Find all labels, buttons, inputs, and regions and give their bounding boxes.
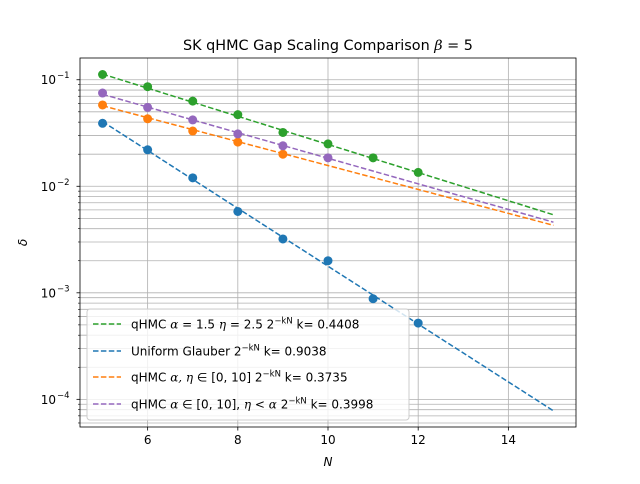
chart-title-main: SK qHMC Gap Scaling Comparison — [183, 38, 434, 54]
data-point-s3-2 — [188, 115, 198, 125]
data-point-s0-6 — [368, 153, 378, 163]
y-tick-label-1: 10 — [41, 286, 56, 300]
x-tick-label-0: 6 — [144, 433, 152, 447]
x-tick-label-1: 8 — [234, 433, 242, 447]
data-point-s3-5 — [323, 153, 333, 163]
chart-title-value: = 5 — [443, 38, 473, 54]
y-tick-label-3: 10 — [41, 73, 56, 87]
x-axis-ticks: 6 8 10 12 14 — [144, 427, 516, 447]
data-point-s3-4 — [278, 141, 288, 151]
x-tick-label-4: 14 — [501, 433, 516, 447]
legend-label-3: qHMC α ∈ [0, 10], η < α 2−kN k= 0.3998 — [131, 397, 373, 412]
data-point-s3-3 — [233, 129, 243, 139]
legend-label-1: Uniform Glauber 2−kN k= 0.9038 — [131, 344, 327, 359]
data-point-s0-1 — [143, 82, 153, 92]
y-axis-ticks: 10−410−310−210−1 — [41, 71, 80, 424]
y-tick-exponent-0: −4 — [57, 391, 70, 401]
data-point-s0-7 — [413, 167, 423, 177]
legend-label-2: qHMC α, η ∈ [0, 10] 2−kN k= 0.3735 — [131, 370, 348, 385]
legend-label-0: qHMC α = 1.5 η = 2.5 2−kN k= 0.4408 — [131, 317, 359, 332]
data-point-s2-3 — [233, 137, 243, 147]
data-point-s1-5 — [323, 256, 333, 266]
x-axis-label: N — [324, 455, 333, 469]
x-tick-label-2: 10 — [320, 433, 335, 447]
y-tick-exponent-1: −3 — [57, 284, 70, 294]
x-tick-label-3: 12 — [411, 433, 426, 447]
y-tick-exponent-2: −2 — [57, 178, 70, 188]
chart-title-beta: β — [433, 38, 442, 54]
fit-line-2 — [102, 105, 554, 227]
y-tick-label-0: 10 — [41, 393, 56, 407]
data-point-s1-6 — [368, 294, 378, 304]
chart-title: SK qHMC Gap Scaling Comparison β = 5 — [183, 38, 473, 54]
data-points — [98, 70, 423, 328]
fit-line-1 — [102, 120, 554, 412]
data-point-s2-4 — [278, 149, 288, 159]
data-point-s1-2 — [188, 173, 198, 183]
data-point-s0-4 — [278, 127, 288, 137]
legend-box — [86, 308, 410, 421]
data-point-s1-4 — [278, 234, 288, 244]
data-point-s3-1 — [143, 102, 153, 112]
data-point-s1-7 — [413, 318, 423, 328]
data-point-s3-0 — [98, 88, 108, 98]
data-point-s1-1 — [143, 145, 153, 155]
data-point-s0-0 — [98, 70, 108, 80]
data-point-s0-5 — [323, 139, 333, 149]
data-point-s1-0 — [98, 118, 108, 128]
legend: qHMC α = 1.5 η = 2.5 2−kN k= 0.4408 Unif… — [86, 308, 410, 421]
y-axis-label: δ — [16, 239, 30, 246]
data-point-s0-3 — [233, 110, 243, 120]
data-point-s2-1 — [143, 114, 153, 124]
y-tick-exponent-3: −1 — [57, 71, 70, 81]
data-point-s2-2 — [188, 126, 198, 136]
data-point-s2-0 — [98, 100, 108, 110]
data-point-s0-2 — [188, 96, 198, 106]
data-point-s1-3 — [233, 206, 243, 216]
y-tick-label-2: 10 — [41, 180, 56, 194]
